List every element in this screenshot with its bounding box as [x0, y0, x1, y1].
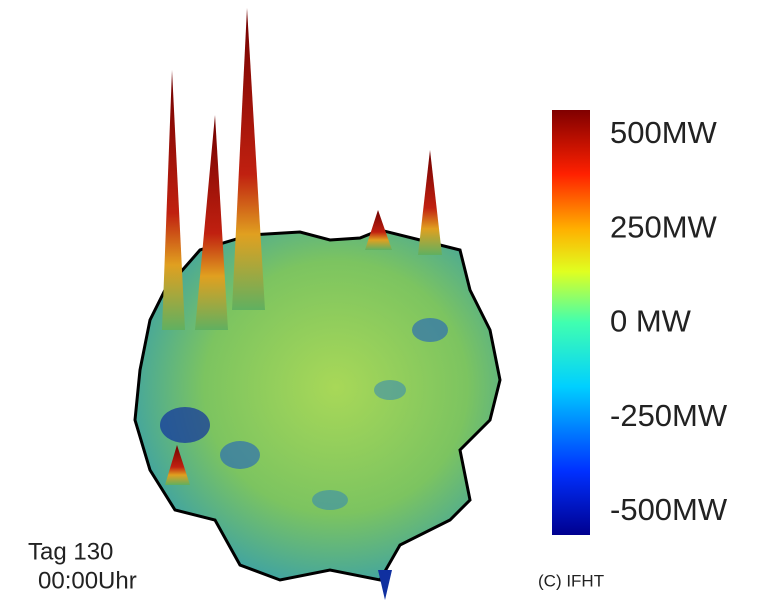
colorbar-label: 0 MW — [610, 304, 692, 339]
colorbar — [552, 110, 590, 535]
germany-surface — [135, 8, 500, 600]
page: 500MW 250MW 0 MW -250MW -500MW Tag 13000:00Uh… — [0, 0, 778, 601]
colorbar-label: 500MW — [610, 115, 718, 150]
colorbar-label: -500MW — [610, 492, 728, 527]
time-label: 00:00Uhr — [38, 567, 137, 594]
map-view: 500MW 250MW 0 MW -250MW -500MW Tag 13000:00Uh… — [0, 0, 778, 601]
colorbar-label: -250MW — [610, 398, 728, 433]
day-label: Tag 130 — [28, 538, 113, 565]
copyright: (C) IFHT — [538, 571, 604, 590]
colorbar-label: 250MW — [610, 209, 718, 244]
